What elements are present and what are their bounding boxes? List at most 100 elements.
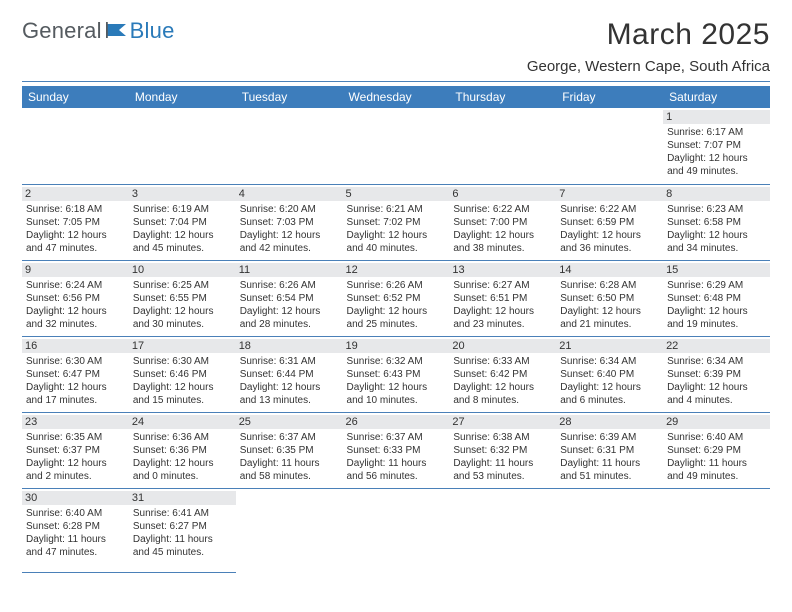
col-sunday: Sunday bbox=[22, 86, 129, 108]
month-title: March 2025 bbox=[527, 18, 770, 52]
brand-logo: General Blue bbox=[22, 18, 175, 44]
header-rule bbox=[22, 81, 770, 82]
day-info: Sunrise: 6:35 AMSunset: 6:37 PMDaylight:… bbox=[26, 431, 125, 483]
calendar-day-cell: 6Sunrise: 6:22 AMSunset: 7:00 PMDaylight… bbox=[449, 184, 556, 260]
day-number: 31 bbox=[129, 491, 236, 505]
calendar-day-cell bbox=[236, 488, 343, 572]
day-number: 2 bbox=[22, 187, 129, 201]
day-info: Sunrise: 6:37 AMSunset: 6:33 PMDaylight:… bbox=[347, 431, 446, 483]
calendar-week-row: 23 Sunrise: 6:35 AMSunset: 6:37 PMDayligh… bbox=[22, 412, 770, 488]
weekday-header-row: Sunday Monday Tuesday Wednesday Thursday… bbox=[22, 86, 770, 108]
calendar-day-cell: 12Sunrise: 6:26 AMSunset: 6:52 PMDayligh… bbox=[343, 260, 450, 336]
calendar-day-cell bbox=[556, 108, 663, 184]
day-number: 7 bbox=[556, 187, 663, 201]
col-saturday: Saturday bbox=[663, 86, 770, 108]
calendar-day-cell bbox=[449, 488, 556, 572]
day-info: Sunrise: 6:23 AMSunset: 6:58 PMDaylight:… bbox=[667, 203, 766, 255]
day-number: 6 bbox=[449, 187, 556, 201]
day-number: 12 bbox=[343, 263, 450, 277]
day-info: Sunrise: 6:30 AMSunset: 6:46 PMDaylight:… bbox=[133, 355, 232, 407]
calendar-day-cell: 27Sunrise: 6:38 AMSunset: 6:32 PMDayligh… bbox=[449, 412, 556, 488]
day-number: 19 bbox=[343, 339, 450, 353]
day-number: 29 bbox=[663, 415, 770, 429]
calendar-day-cell: 23 Sunrise: 6:35 AMSunset: 6:37 PMDayligh… bbox=[22, 412, 129, 488]
day-number: 23 bbox=[22, 415, 129, 429]
calendar-day-cell bbox=[449, 108, 556, 184]
day-number: 21 bbox=[556, 339, 663, 353]
day-number: 15 bbox=[663, 263, 770, 277]
day-number: 20 bbox=[449, 339, 556, 353]
day-info: Sunrise: 6:31 AMSunset: 6:44 PMDaylight:… bbox=[240, 355, 339, 407]
calendar-day-cell bbox=[129, 108, 236, 184]
day-number: 4 bbox=[236, 187, 343, 201]
day-info: Sunrise: 6:26 AMSunset: 6:54 PMDaylight:… bbox=[240, 279, 339, 331]
day-info: Sunrise: 6:24 AMSunset: 6:56 PMDaylight:… bbox=[26, 279, 125, 331]
calendar-day-cell: 26 Sunrise: 6:37 AMSunset: 6:33 PMDayligh… bbox=[343, 412, 450, 488]
day-info: Sunrise: 6:34 AMSunset: 6:40 PMDaylight:… bbox=[560, 355, 659, 407]
col-wednesday: Wednesday bbox=[343, 86, 450, 108]
day-info: Sunrise: 6:36 AMSunset: 6:36 PMDaylight:… bbox=[133, 431, 232, 483]
calendar-day-cell: 4 Sunrise: 6:20 AMSunset: 7:03 PMDaylight… bbox=[236, 184, 343, 260]
day-number: 22 bbox=[663, 339, 770, 353]
day-number: 5 bbox=[343, 187, 450, 201]
day-info: Sunrise: 6:29 AMSunset: 6:48 PMDaylight:… bbox=[667, 279, 766, 331]
day-number: 24 bbox=[129, 415, 236, 429]
day-number: 18 bbox=[236, 339, 343, 353]
calendar-day-cell: 21 Sunrise: 6:34 AMSunset: 6:40 PMDayligh… bbox=[556, 336, 663, 412]
calendar-week-row: 2Sunrise: 6:18 AMSunset: 7:05 PMDaylight… bbox=[22, 184, 770, 260]
location-subtitle: George, Western Cape, South Africa bbox=[527, 58, 770, 75]
brand-word1: General bbox=[22, 18, 102, 44]
day-number: 9 bbox=[22, 263, 129, 277]
calendar-day-cell: 28 Sunrise: 6:39 AMSunset: 6:31 PMDayligh… bbox=[556, 412, 663, 488]
calendar-day-cell: 16 Sunrise: 6:30 AMSunset: 6:47 PMDayligh… bbox=[22, 336, 129, 412]
calendar-day-cell: 24 Sunrise: 6:36 AMSunset: 6:36 PMDayligh… bbox=[129, 412, 236, 488]
day-info: Sunrise: 6:28 AMSunset: 6:50 PMDaylight:… bbox=[560, 279, 659, 331]
calendar-day-cell: 8 Sunrise: 6:23 AMSunset: 6:58 PMDaylight… bbox=[663, 184, 770, 260]
day-info: Sunrise: 6:25 AMSunset: 6:55 PMDaylight:… bbox=[133, 279, 232, 331]
day-info: Sunrise: 6:39 AMSunset: 6:31 PMDaylight:… bbox=[560, 431, 659, 483]
day-info: Sunrise: 6:41 AMSunset: 6:27 PMDaylight:… bbox=[133, 507, 232, 559]
calendar-day-cell bbox=[343, 108, 450, 184]
calendar-day-cell: 31 Sunrise: 6:41 AMSunset: 6:27 PMDayligh… bbox=[129, 488, 236, 572]
day-number: 16 bbox=[22, 339, 129, 353]
day-number: 30 bbox=[22, 491, 129, 505]
calendar-week-row: 1 Sunrise: 6:17 AMSunset: 7:07 PMDaylight… bbox=[22, 108, 770, 184]
day-number: 17 bbox=[129, 339, 236, 353]
day-number: 28 bbox=[556, 415, 663, 429]
calendar-day-cell bbox=[663, 488, 770, 572]
calendar-week-row: 30 Sunrise: 6:40 AMSunset: 6:28 PMDayligh… bbox=[22, 488, 770, 572]
calendar-day-cell: 15 Sunrise: 6:29 AMSunset: 6:48 PMDayligh… bbox=[663, 260, 770, 336]
calendar-day-cell: 20Sunrise: 6:33 AMSunset: 6:42 PMDayligh… bbox=[449, 336, 556, 412]
day-info: Sunrise: 6:34 AMSunset: 6:39 PMDaylight:… bbox=[667, 355, 766, 407]
calendar-table: Sunday Monday Tuesday Wednesday Thursday… bbox=[22, 86, 770, 573]
col-tuesday: Tuesday bbox=[236, 86, 343, 108]
day-number: 8 bbox=[663, 187, 770, 201]
calendar-day-cell: 3Sunrise: 6:19 AMSunset: 7:04 PMDaylight… bbox=[129, 184, 236, 260]
calendar-day-cell bbox=[343, 488, 450, 572]
calendar-day-cell: 5 Sunrise: 6:21 AMSunset: 7:02 PMDaylight… bbox=[343, 184, 450, 260]
day-info: Sunrise: 6:27 AMSunset: 6:51 PMDaylight:… bbox=[453, 279, 552, 331]
day-info: Sunrise: 6:30 AMSunset: 6:47 PMDaylight:… bbox=[26, 355, 125, 407]
day-info: Sunrise: 6:21 AMSunset: 7:02 PMDaylight:… bbox=[347, 203, 446, 255]
day-number: 3 bbox=[129, 187, 236, 201]
day-number: 25 bbox=[236, 415, 343, 429]
day-number: 27 bbox=[449, 415, 556, 429]
col-monday: Monday bbox=[129, 86, 236, 108]
col-friday: Friday bbox=[556, 86, 663, 108]
header: General Blue March 2025 George, Western … bbox=[22, 18, 770, 75]
day-info: Sunrise: 6:17 AMSunset: 7:07 PMDaylight:… bbox=[667, 126, 766, 178]
day-number: 26 bbox=[343, 415, 450, 429]
day-number: 1 bbox=[663, 110, 770, 124]
calendar-day-cell: 17 Sunrise: 6:30 AMSunset: 6:46 PMDayligh… bbox=[129, 336, 236, 412]
col-thursday: Thursday bbox=[449, 86, 556, 108]
day-info: Sunrise: 6:40 AMSunset: 6:28 PMDaylight:… bbox=[26, 507, 125, 559]
flag-icon bbox=[106, 22, 128, 43]
calendar-day-cell: 30 Sunrise: 6:40 AMSunset: 6:28 PMDayligh… bbox=[22, 488, 129, 572]
calendar-day-cell: 2Sunrise: 6:18 AMSunset: 7:05 PMDaylight… bbox=[22, 184, 129, 260]
calendar-day-cell: 1 Sunrise: 6:17 AMSunset: 7:07 PMDaylight… bbox=[663, 108, 770, 184]
calendar-day-cell: 10Sunrise: 6:25 AMSunset: 6:55 PMDayligh… bbox=[129, 260, 236, 336]
day-info: Sunrise: 6:20 AMSunset: 7:03 PMDaylight:… bbox=[240, 203, 339, 255]
calendar-day-cell: 14Sunrise: 6:28 AMSunset: 6:50 PMDayligh… bbox=[556, 260, 663, 336]
calendar-day-cell: 9 Sunrise: 6:24 AMSunset: 6:56 PMDaylight… bbox=[22, 260, 129, 336]
calendar-day-cell: 19Sunrise: 6:32 AMSunset: 6:43 PMDayligh… bbox=[343, 336, 450, 412]
